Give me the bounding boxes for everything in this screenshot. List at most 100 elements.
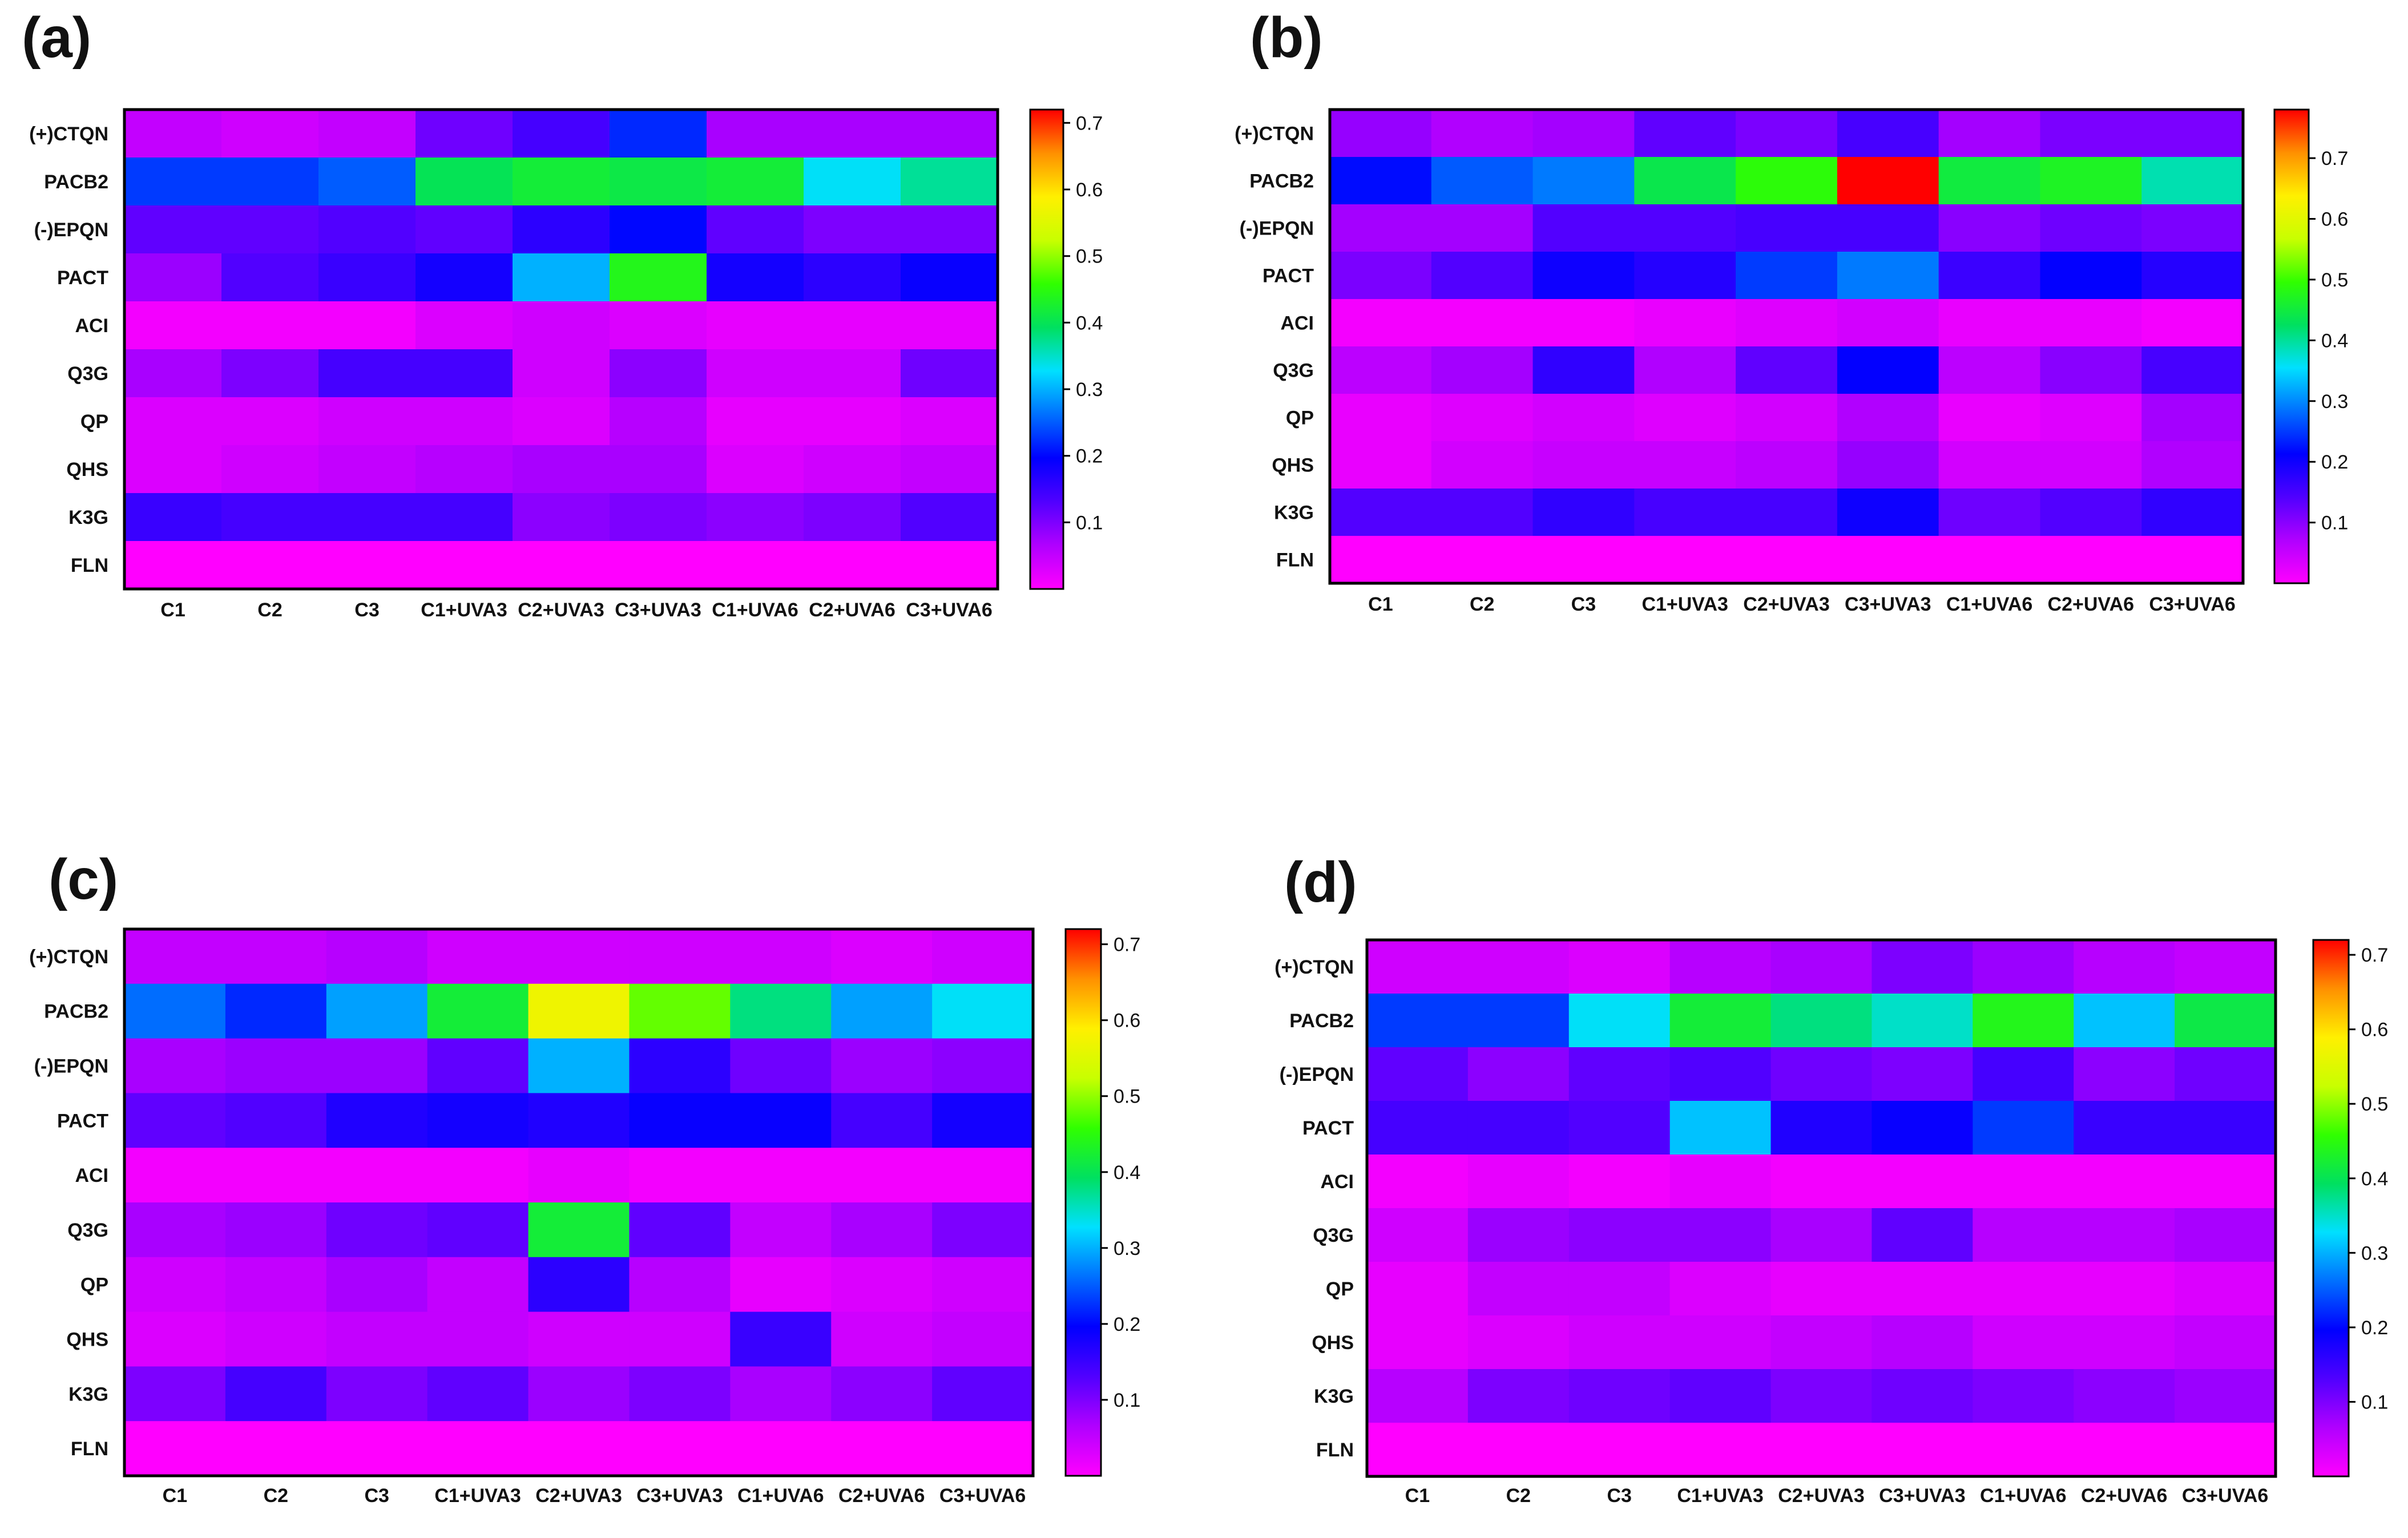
row-label: PACT [1263,265,1314,287]
heatmap-cell [1532,299,1635,347]
heatmap-cell [1634,394,1736,442]
heatmap-cell [1669,994,1772,1048]
column-label: C3+UVA3 [1845,594,1931,615]
heatmap-cell [2175,1315,2276,1370]
heatmap-cell [901,349,998,398]
heatmap-cell [427,929,529,984]
heatmap-cell [124,1148,226,1203]
heatmap-cell [221,493,319,542]
heatmap-cell [1736,252,1838,300]
heatmap-cell [1736,157,1838,205]
heatmap-cell [831,1311,933,1367]
heatmap-cell [528,929,630,984]
heatmap-cell [932,1093,1034,1148]
heatmap-cell [2175,1262,2276,1316]
heatmap-cell [707,397,804,446]
heatmap-cell [124,253,222,302]
heatmap-cell [1467,1208,1570,1262]
heatmap-cell [326,983,428,1039]
heatmap-cell [1837,110,1939,158]
heatmap-cell [326,929,428,984]
heatmap-cell [1938,204,2041,252]
heatmap-cell [629,1311,731,1367]
heatmap-cell [1669,1423,1772,1477]
heatmap-cell [901,205,998,254]
heatmap-cell [124,1366,226,1422]
heatmap-cell [318,205,416,254]
column-label: C2 [257,599,282,621]
heatmap-cell [831,1093,933,1148]
heatmap-cell [831,1421,933,1476]
heatmap-cell [1837,157,1939,205]
heatmap-cell [804,397,901,446]
heatmap-cell [932,1366,1034,1422]
heatmap-cell [225,1421,327,1476]
heatmap-cell [1634,204,1736,252]
heatmap-cell [629,1366,731,1422]
heatmap-cell [707,205,804,254]
heatmap-cell [831,1038,933,1093]
heatmap-cell [1330,299,1432,347]
column-label: C1 [1405,1485,1430,1507]
heatmap-cell [416,253,513,302]
row-label: FLN [71,555,108,576]
colorbar-tick-label: 0.2 [2321,451,2348,473]
heatmap-cell [416,493,513,542]
colorbar-tick-label: 0.7 [1114,934,1140,956]
column-label: C2+UVA6 [2081,1485,2168,1507]
heatmap-cell [804,158,901,206]
heatmap-cell [629,983,731,1039]
heatmap-cell [1770,940,1873,994]
heatmap-cell [1837,394,1939,442]
column-label: C3 [1571,594,1596,615]
heatmap-cell [707,301,804,350]
heatmap-cell [901,110,998,158]
heatmap-cell [528,1038,630,1093]
heatmap-cell [416,541,513,590]
heatmap-cell [1568,1315,1671,1370]
heatmap-cell [513,205,610,254]
heatmap-cell [2141,157,2244,205]
heatmap-cell [416,301,513,350]
heatmap-cell [1736,204,1838,252]
heatmap-cell [124,929,226,984]
heatmap-cell [730,1148,832,1203]
column-label: C3+UVA6 [939,1485,1026,1507]
heatmap-cell [2175,1154,2276,1209]
heatmap-cell [318,110,416,158]
colorbar [1064,928,1102,1477]
heatmap-cell [528,1202,630,1258]
heatmap-cell [1770,1154,1873,1209]
row-label: PACB2 [1289,1010,1354,1032]
heatmap-cell [1431,441,1534,489]
heatmap-cell [730,929,832,984]
heatmap-cell [629,1421,731,1476]
row-label: Q3G [67,363,108,385]
heatmap-cell [2141,204,2244,252]
heatmap-cell [2141,394,2244,442]
heatmap-cell [831,1257,933,1313]
row-label: (-)EPQN [34,219,108,241]
heatmap-cell [326,1038,428,1093]
heatmap-cell [831,1148,933,1203]
heatmap-cell [1330,346,1432,394]
heatmap-cell [1634,252,1736,300]
heatmap-cell [901,158,998,206]
heatmap-cell [1634,110,1736,158]
heatmap-cell [1837,204,1939,252]
heatmap-cell [326,1366,428,1422]
heatmap-cell [2040,536,2142,584]
heatmap-cell [804,493,901,542]
heatmap-cell [124,1311,226,1367]
colorbar-tick-label: 0.1 [2321,512,2348,534]
heatmap-cell [831,1366,933,1422]
heatmap-cell [124,1093,226,1148]
heatmap-panel-1: (a) (+)CTQN PACB2 (-)EPQN PACT ACI Q3G QP QHS K3G… [22,6,1103,621]
heatmap-cell [513,541,610,590]
heatmap-cell [1330,157,1432,205]
heatmap-cell [1431,394,1534,442]
heatmap-cell [427,1148,529,1203]
heatmap-cell [629,1202,731,1258]
row-label: QP [80,1274,108,1296]
heatmap-cell [2175,994,2276,1048]
